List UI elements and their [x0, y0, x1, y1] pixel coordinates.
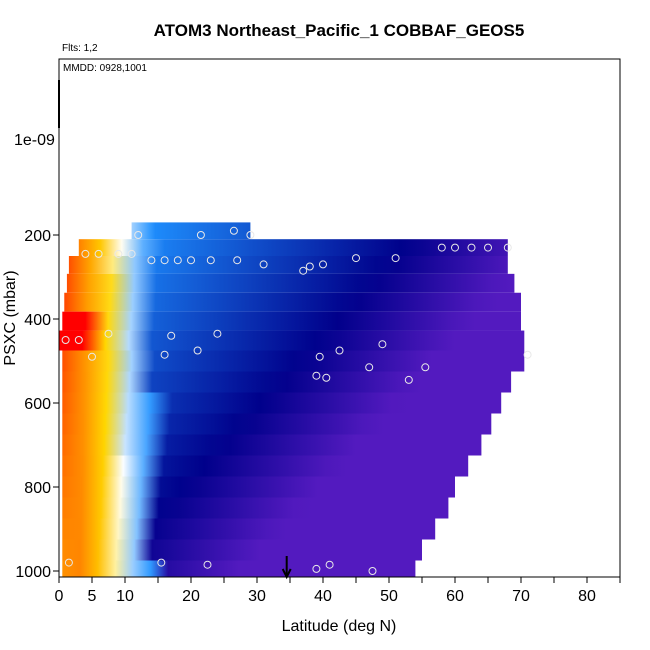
- x-tick-label: 80: [578, 588, 596, 605]
- measurement-point: [305, 262, 314, 271]
- y-tick-label: 400: [24, 312, 51, 329]
- x-tick-label: 60: [446, 588, 464, 605]
- marker-head: [281, 568, 292, 580]
- measurement-point: [173, 256, 182, 265]
- measurement-point: [203, 560, 212, 569]
- measurement-point: [421, 363, 430, 372]
- measurement-point: [213, 329, 222, 338]
- measurement-point: [312, 564, 321, 573]
- measurement-point: [368, 567, 377, 575]
- measurement-point: [157, 558, 166, 567]
- y-tick-label: 1000: [15, 564, 51, 581]
- measurement-point: [325, 560, 334, 569]
- measurement-point: [81, 249, 90, 258]
- measurement-point: [246, 231, 255, 239]
- measurement-point: [315, 352, 324, 361]
- measurement-point: [167, 331, 176, 340]
- measurement-point: [74, 336, 83, 344]
- measurement-point: [233, 256, 242, 265]
- measurement-point: [451, 243, 459, 252]
- flights-annotation: Flts: 1,2: [62, 43, 98, 54]
- heatmap-row: [64, 292, 521, 312]
- measurement-point: [206, 256, 215, 265]
- measurement-point: [160, 256, 169, 265]
- measurement-point: [404, 375, 413, 384]
- heatmap-row: [62, 539, 423, 561]
- heatmap-rows: [59, 222, 525, 577]
- x-axis: 0 5 10 20 30 40 50 60 70 80: [55, 576, 621, 605]
- measurement-point: [523, 350, 532, 359]
- heatmap-row: [62, 413, 492, 435]
- y-tick-label: 600: [24, 396, 51, 413]
- measurement-point: [319, 260, 327, 269]
- measurement-point: [64, 558, 73, 567]
- heatmap-row: [62, 434, 482, 456]
- measurement-point: [229, 226, 238, 235]
- heatmap-row: [62, 371, 512, 393]
- measurement-point: [134, 231, 143, 239]
- x-tick-label: 70: [512, 588, 530, 605]
- measurement-point: [352, 254, 360, 263]
- measurement-point: [187, 256, 195, 265]
- measurement-point: [94, 249, 103, 258]
- measurement-point: [503, 243, 512, 252]
- measurement-point: [61, 336, 70, 344]
- heatmap-row: [68, 256, 508, 274]
- heatmap-row: [62, 497, 449, 519]
- x-tick-label: 40: [314, 588, 332, 605]
- x-tick-label: 10: [116, 588, 134, 605]
- heatmap-row: [62, 311, 522, 331]
- measurement-point: [114, 249, 123, 258]
- measurement-point: [335, 346, 344, 355]
- x-tick-label: 0: [55, 588, 64, 605]
- latitude-marker-arrow: [281, 556, 292, 580]
- y-axis-label: PSXC (mbar): [2, 270, 19, 365]
- measurement-point: [312, 371, 321, 380]
- y-tick-label: 800: [24, 480, 51, 497]
- x-tick-label: 50: [380, 588, 398, 605]
- y-axis: 1000 800 600 400 200: [15, 228, 59, 581]
- heatmap-row: [62, 455, 469, 477]
- heatmap-row: [62, 392, 502, 414]
- heatmap-row: [62, 560, 416, 577]
- measurement-point: [88, 352, 96, 361]
- measurement-point: [147, 256, 156, 265]
- heatmap-row: [66, 273, 515, 293]
- measurement-point: [378, 340, 387, 349]
- heatmap-row: [62, 350, 525, 372]
- measurement-point: [467, 243, 476, 252]
- x-tick-label: 20: [182, 588, 200, 605]
- measurement-point: [437, 243, 446, 252]
- chart-title: ATOM3 Northeast_Pacific_1 COBBAF_GEOS5: [154, 21, 525, 40]
- y-tick-label: 200: [24, 228, 51, 245]
- measurement-point: [160, 350, 169, 359]
- measurement-point: [391, 254, 400, 263]
- measurement-point: [193, 346, 202, 355]
- measurement-point: [259, 260, 268, 269]
- date-annotation: MMDD: 0928,1001: [63, 63, 147, 74]
- measurement-point: [322, 373, 331, 382]
- measurement-point: [484, 243, 492, 252]
- heatmap-row: [62, 518, 436, 540]
- heatmap-row: [131, 222, 251, 240]
- measurement-point: [127, 249, 136, 258]
- x-tick-label: 5: [88, 588, 97, 605]
- heatmap-row: [78, 239, 508, 256]
- measurement-point: [365, 363, 374, 372]
- heatmap-row: [59, 330, 525, 351]
- x-tick-label: 30: [248, 588, 266, 605]
- measurement-points: [61, 226, 532, 575]
- measurement-point: [104, 329, 113, 338]
- y-tick-extra: 1e-09: [14, 132, 55, 149]
- measurement-point: [196, 231, 205, 239]
- heatmap-row: [62, 476, 456, 498]
- measurement-point: [299, 266, 308, 275]
- x-axis-label: Latitude (deg N): [282, 618, 397, 635]
